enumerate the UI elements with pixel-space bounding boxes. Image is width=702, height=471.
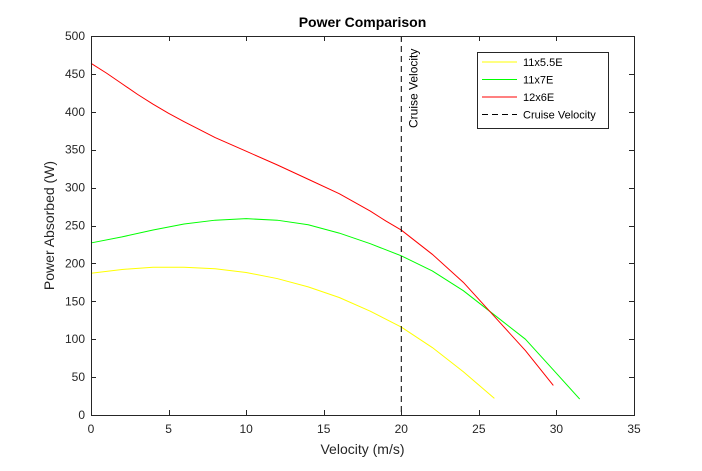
series-line-11x7e [90, 218, 581, 400]
legend-label: Cruise Velocity [523, 110, 596, 122]
legend-label: 12x6E [523, 92, 554, 104]
y-tick-label: 300 [65, 181, 85, 195]
x-tick-label: 35 [627, 422, 641, 436]
y-tick-label: 350 [65, 143, 85, 157]
y-axis-label: Power Absorbed (W) [41, 161, 57, 290]
legend-label: 11x7E [523, 75, 553, 87]
y-tick-label: 200 [65, 256, 85, 270]
legend: 11x5.5E 11x7E 12x6E Cruise Velocity [477, 52, 609, 129]
y-tick-label: 100 [65, 332, 85, 346]
x-tick-label: 30 [550, 422, 564, 436]
x-tick-label: 0 [88, 422, 95, 436]
x-axis-ticks: 0 5 10 15 20 25 30 35 [88, 36, 641, 436]
y-tick-label: 50 [72, 370, 86, 384]
legend-label: 11x5.5E [523, 57, 563, 69]
y-tick-label: 500 [65, 29, 85, 43]
x-tick-label: 10 [239, 422, 253, 436]
x-tick-label: 20 [395, 422, 409, 436]
cruise-velocity-annotation: Cruise Velocity [406, 49, 420, 128]
series-layer [90, 62, 581, 400]
y-tick-label: 0 [78, 408, 85, 422]
series-line-12x6e [90, 62, 554, 386]
y-axis-ticks: 0 50 100 150 200 250 300 350 400 450 500 [65, 29, 634, 422]
x-tick-label: 25 [472, 422, 486, 436]
y-tick-label: 450 [65, 67, 85, 81]
x-tick-label: 15 [317, 422, 331, 436]
legend-box [477, 52, 609, 129]
series-line-11x5-5e [90, 266, 495, 399]
chart-title: Power Comparison [299, 14, 427, 30]
x-axis-label: Velocity (m/s) [320, 441, 404, 457]
y-tick-label: 400 [65, 105, 85, 119]
y-tick-label: 250 [65, 219, 85, 233]
y-tick-label: 150 [65, 294, 85, 308]
x-tick-label: 5 [165, 422, 172, 436]
reference-line-layer: Cruise Velocity [400, 36, 420, 415]
